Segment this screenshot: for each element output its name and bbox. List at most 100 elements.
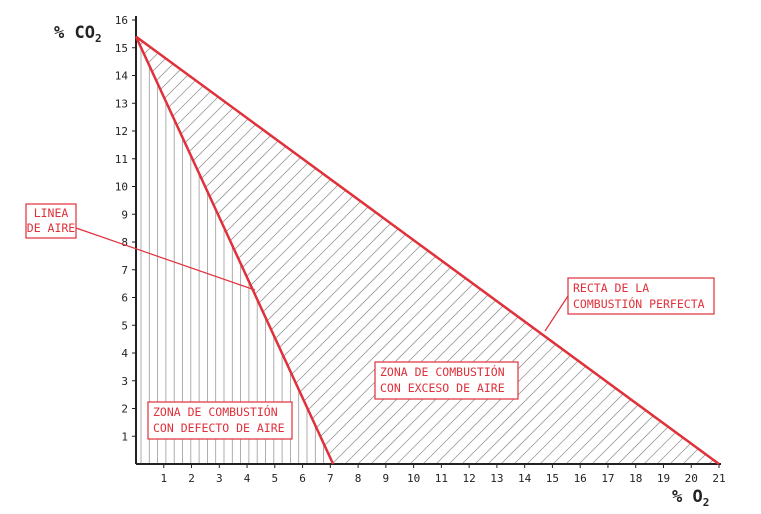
hatch-line-diagonal: [136, 36, 309, 464]
hatch-line-diagonal: [136, 36, 335, 464]
hatch-line-diagonal: [136, 36, 283, 464]
annotation-exceso-line1: ZONA DE COMBUSTIÓN: [380, 364, 505, 379]
hatch-line-diagonal: [500, 36, 719, 464]
hatch-line-diagonal: [136, 36, 166, 464]
x-tick-label: 21: [712, 472, 725, 485]
hatch-line-diagonal: [565, 36, 719, 464]
hatch-line-diagonal: [0, 20, 9, 464]
annotation-linea-de-aire-leader: [75, 227, 256, 291]
x-tick-label: 15: [546, 472, 559, 485]
hatch-line-diagonal: [136, 36, 244, 464]
x-tick-label: 17: [601, 472, 614, 485]
hatch-line-diagonal: [305, 36, 719, 464]
y-tick-label: 1: [121, 430, 128, 443]
x-tick-label: 9: [383, 472, 390, 485]
annotation-recta-line2: COMBUSTIÓN PERFECTA: [573, 296, 705, 311]
y-tick-label: 12: [115, 125, 128, 138]
hatch-line-diagonal: [136, 36, 192, 464]
hatch-line-diagonal: [136, 36, 387, 464]
annotation-defecto-box: [147, 401, 293, 440]
hatch-line-diagonal: [136, 36, 153, 464]
hatch-line-diagonal: [136, 36, 296, 464]
hatch-line-diagonal: [630, 36, 719, 464]
hatch-line-diagonal: [0, 20, 35, 464]
hatch-line-diagonal: [136, 36, 218, 464]
annotation-recta-leader: [544, 295, 569, 332]
linea-de-aire-line: [134, 36, 335, 465]
x-axis-ticks: 1 2 3 4 5 6 7 8 9 10 11 12 13 14 15 16 17 18 19 20 21: [160, 464, 726, 485]
hatch-line-diagonal: [656, 36, 719, 464]
hatch-line-diagonal: [735, 20, 761, 464]
x-tick-label: 4: [244, 472, 251, 485]
hatch-line-diagonal: [0, 20, 22, 464]
hatch-line-diagonal: [0, 20, 100, 464]
hatch-line-diagonal: [722, 20, 761, 464]
hatch-line-diagonal: [136, 36, 374, 464]
hatch-line-diagonal: [136, 36, 179, 464]
y-tick-label: 15: [115, 42, 128, 55]
hatch-line-diagonal: [643, 36, 719, 464]
hatch-line-diagonal: [539, 36, 719, 464]
y-tick-label: 3: [121, 375, 128, 388]
x-tick-label: 7: [327, 472, 334, 485]
hatch-line-diagonal: [136, 36, 426, 464]
annotation-recta-box: [567, 277, 715, 315]
hatch-line-diagonal: [748, 20, 761, 464]
annotation-defecto-line1: ZONA DE COMBUSTIÓN: [153, 404, 278, 419]
hatch-line-diagonal: [526, 36, 719, 464]
svg-text:% CO2: % CO2: [54, 23, 102, 45]
recta-combustion-perfecta-line: [135, 35, 720, 466]
annotation-exceso: ZONA DE COMBUSTIÓN CON EXCESO DE AIRE: [374, 361, 519, 400]
y-tick-label: 6: [121, 292, 128, 305]
y-axis-title: % CO2: [54, 23, 102, 45]
x-tick-label: 2: [188, 472, 195, 485]
hatch-line-diagonal: [0, 20, 126, 464]
x-axis-title: % O2: [672, 487, 709, 509]
hatch-line-diagonal: [136, 36, 361, 464]
y-tick-label: 7: [121, 264, 128, 277]
x-tick-label: 13: [490, 472, 503, 485]
annotation-linea-de-aire: LINEA DE AIRE: [25, 203, 256, 291]
hatch-line-diagonal: [136, 36, 205, 464]
annotation-recta-line1: RECTA DE LA: [573, 281, 649, 295]
x-tick-label: 8: [355, 472, 362, 485]
y-tick-label: 16: [115, 14, 128, 27]
x-tick-label: 6: [299, 472, 306, 485]
hatch-line-diagonal: [136, 36, 257, 464]
annotation-recta: RECTA DE LA COMBUSTIÓN PERFECTA: [544, 277, 715, 332]
svg-text:% O2: % O2: [672, 487, 709, 509]
y-tick-label: 11: [115, 153, 128, 166]
y-tick-label: 14: [115, 70, 129, 83]
hatch-line-diagonal: [669, 36, 719, 464]
hatch-line-diagonal: [136, 36, 348, 464]
annotation-defecto: ZONA DE COMBUSTIÓN CON DEFECTO DE AIRE: [147, 401, 293, 440]
x-tick-label: 16: [574, 472, 587, 485]
y-tick-label: 13: [115, 97, 128, 110]
y-tick-label: 10: [115, 181, 128, 194]
annotation-exceso-box: [374, 361, 519, 400]
hatch-line-diagonal: [617, 36, 719, 464]
x-tick-label: 18: [629, 472, 642, 485]
y-tick-label: 5: [121, 319, 128, 332]
hatch-line-diagonal: [0, 20, 61, 464]
hatch-line-diagonal: [0, 20, 87, 464]
y-tick-label: 2: [121, 403, 128, 416]
x-tick-label: 19: [657, 472, 670, 485]
annotation-linea-de-aire-line2: DE AIRE: [27, 221, 76, 235]
hatch-line-diagonal: [695, 36, 719, 464]
x-tick-label: 11: [435, 472, 448, 485]
x-tick-label: 1: [160, 472, 167, 485]
hatch-line-diagonal: [0, 20, 113, 464]
hatch-line-diagonal: [513, 36, 719, 464]
x-tick-label: 12: [463, 472, 476, 485]
axes: [135, 16, 721, 465]
hatch-line-diagonal: [136, 36, 322, 464]
y-tick-label: 9: [121, 208, 128, 221]
annotation-defecto-line2: CON DEFECTO DE AIRE: [153, 421, 285, 435]
hatch-line-diagonal: [0, 20, 48, 464]
hatch-line-diagonal: [149, 36, 595, 464]
x-tick-label: 20: [685, 472, 698, 485]
hatch-line-diagonal: [708, 36, 719, 464]
